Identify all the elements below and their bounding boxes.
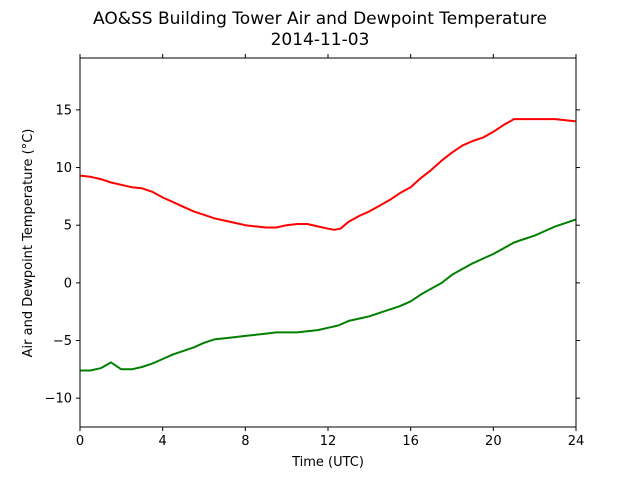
x-tick-label-0: 0 xyxy=(76,434,84,449)
x-tick-label-6: 24 xyxy=(568,434,585,449)
series-line-1 xyxy=(80,218,577,372)
y-tick-label-0: −10 xyxy=(45,392,72,407)
series-line-0 xyxy=(79,118,577,231)
y-tick-label-5: 15 xyxy=(55,103,72,118)
y-axis-label: Air and Dewpoint Temperature (°C) xyxy=(21,129,36,358)
chart-subtitle: 2014-11-03 xyxy=(271,30,370,50)
x-axis-label: Time (UTC) xyxy=(291,455,364,470)
x-tick-label-3: 12 xyxy=(320,434,337,449)
x-tick-label-4: 16 xyxy=(402,434,419,449)
plot-area: 0 4 8 12 16 20 24 −10 −5 0 5 10 15 xyxy=(45,54,585,449)
y-tick-label-1: −5 xyxy=(53,334,72,349)
y-tick-label-4: 10 xyxy=(55,161,72,176)
x-tick-label-2: 8 xyxy=(241,434,249,449)
y-tick-label-3: 5 xyxy=(64,219,72,234)
y-tick-label-2: 0 xyxy=(64,276,72,291)
x-tick-label-1: 4 xyxy=(159,434,167,449)
x-tick-label-5: 20 xyxy=(485,434,502,449)
chart-title: AO&SS Building Tower Air and Dewpoint Te… xyxy=(93,9,547,29)
